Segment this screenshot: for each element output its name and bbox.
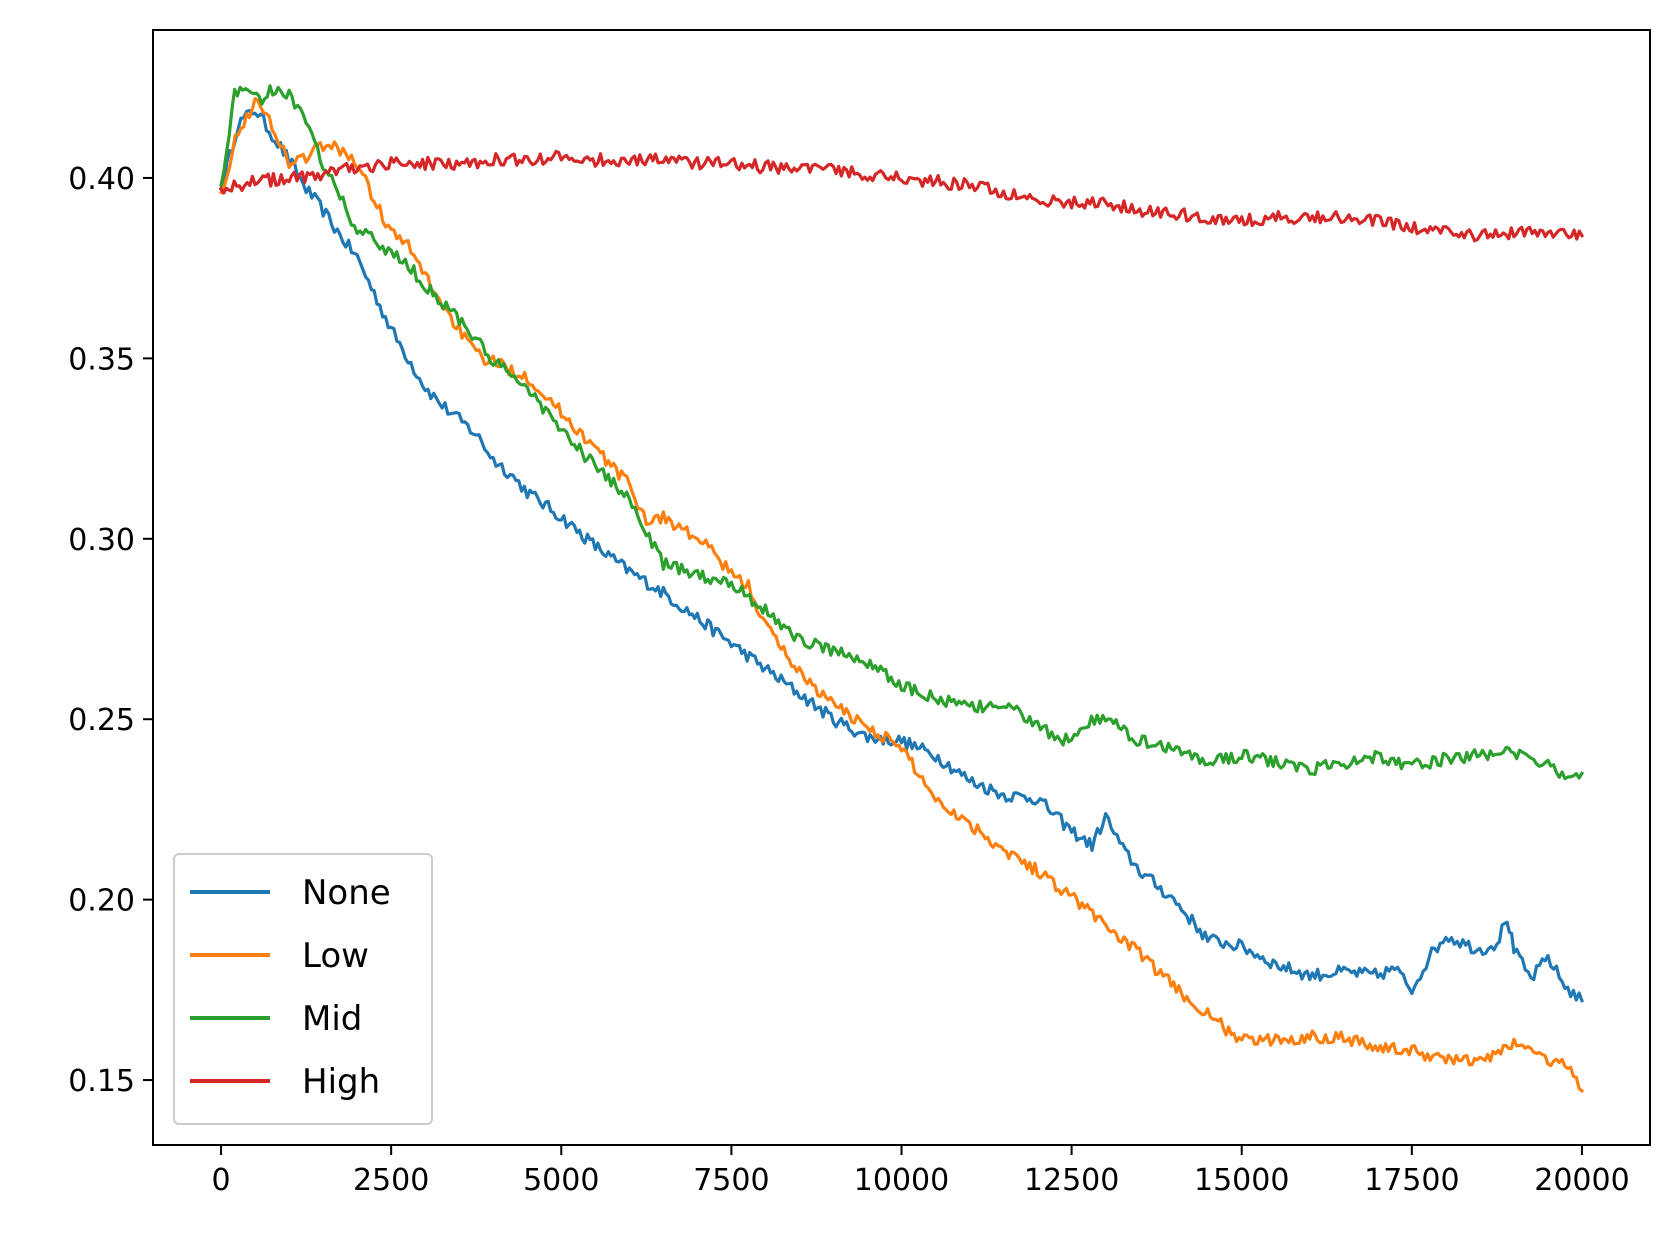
x-tick-label: 17500 (1364, 1163, 1459, 1198)
x-tick-label: 5000 (523, 1163, 599, 1198)
series-line-low (218, 97, 1585, 1094)
y-tick-label: 0.30 (68, 523, 135, 558)
x-tick-label: 7500 (693, 1163, 769, 1198)
x-tick-label: 20000 (1534, 1163, 1629, 1198)
x-axis: 0 2500 5000 7500 10000 12500 15000 17500 20000 (211, 1145, 1630, 1198)
x-tick-label: 2500 (353, 1163, 429, 1198)
legend-label-none: None (302, 873, 391, 913)
series-line-high (218, 149, 1585, 243)
y-tick-label: 0.25 (68, 703, 135, 738)
legend-label-low: Low (302, 936, 369, 976)
x-tick-label: 10000 (854, 1163, 949, 1198)
series-line-none (218, 109, 1585, 1003)
legend-box (173, 853, 433, 1125)
legend-label-high: High (302, 1062, 380, 1102)
legend: None Low Mid High (173, 853, 433, 1125)
series-layer (218, 84, 1585, 1094)
x-tick-label: 12500 (1024, 1163, 1119, 1198)
x-tick-label: 15000 (1194, 1163, 1289, 1198)
series-line-mid (219, 84, 1585, 781)
y-tick-label: 0.35 (68, 342, 135, 377)
y-axis: 0.15 0.20 0.25 0.30 0.35 0.40 (68, 162, 153, 1099)
y-tick-label: 0.40 (68, 162, 135, 197)
x-tick-label: 0 (211, 1163, 230, 1198)
y-tick-label: 0.15 (68, 1064, 135, 1099)
y-tick-label: 0.20 (68, 884, 135, 919)
legend-label-mid: Mid (302, 999, 362, 1039)
